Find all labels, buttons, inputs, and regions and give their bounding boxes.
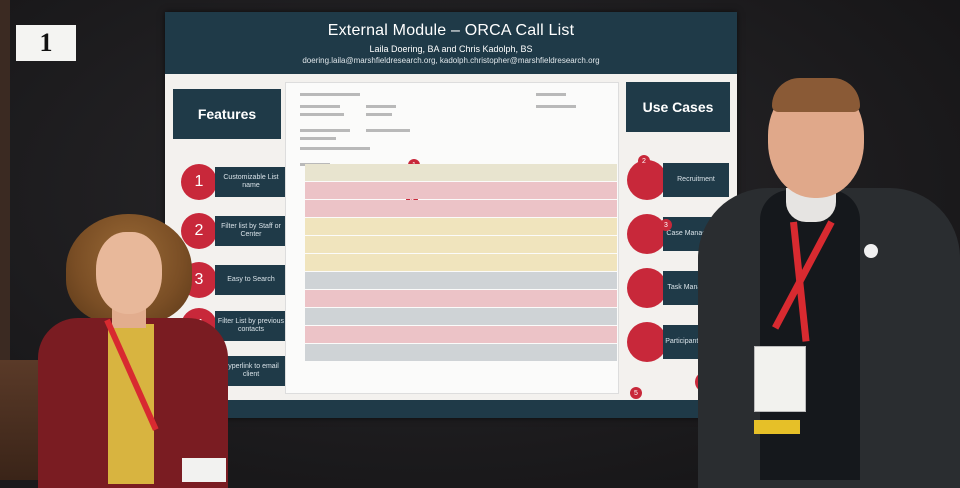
text-line: [536, 105, 576, 108]
table-row: [305, 182, 617, 199]
text-line: [366, 129, 410, 132]
poster-title: External Module – ORCA Call List: [327, 22, 575, 39]
man-shirt: [760, 190, 860, 480]
research-poster: External Module – ORCA Call List Laila D…: [165, 12, 737, 418]
table-row: [305, 218, 617, 235]
text-line: [300, 93, 360, 96]
woman-face: [96, 232, 162, 314]
text-line: [300, 129, 350, 132]
text-line: [366, 105, 396, 108]
table-row: [305, 290, 617, 307]
jacket-logo-icon: [864, 244, 878, 258]
table-row: [305, 272, 617, 289]
callout-marker: 3: [660, 219, 672, 231]
feature-label: Filter list by Staff or Center: [215, 216, 287, 246]
carpet-floor: [0, 360, 40, 480]
poster-emails: doering.laila@marshfieldresearch.org, ka…: [302, 56, 600, 65]
poster-authors: Laila Doering, BA and Chris Kadolph, BS: [369, 44, 533, 54]
man-name-badge: [754, 346, 806, 412]
poster-header: External Module – ORCA Call List Laila D…: [165, 12, 737, 74]
table-row: [305, 326, 617, 343]
text-line: [366, 113, 392, 116]
feature-number: 1: [181, 164, 217, 200]
poster-footer: [213, 400, 737, 418]
text-line: [536, 93, 566, 96]
use-case-label: Recruitment: [663, 163, 729, 197]
feature-label: Easy to Search: [215, 265, 287, 295]
table-row: [305, 236, 617, 253]
text-line: [300, 105, 340, 108]
call-list-table: [305, 162, 617, 374]
use-case-marker: [627, 322, 667, 362]
badge-ribbon: [754, 420, 800, 434]
woman-name-badge: [182, 458, 226, 482]
man-hair: [772, 78, 860, 112]
feature-label: Customizable List name: [215, 167, 287, 197]
board-frame: [0, 0, 10, 480]
feature-number: 2: [181, 213, 217, 249]
use-case-marker: [627, 268, 667, 308]
use-cases-heading: Use Cases: [626, 82, 730, 132]
use-case-marker: [627, 160, 667, 200]
poster-number-card: 1: [16, 25, 76, 61]
feature-label: Filter List by previous contacts: [215, 311, 287, 341]
table-header-row: [305, 164, 617, 181]
text-line: [300, 147, 370, 150]
text-line: [300, 137, 336, 140]
features-heading: Features: [173, 89, 281, 139]
callout-marker: 2: [638, 155, 650, 167]
table-row: [305, 344, 617, 361]
text-line: [300, 113, 344, 116]
callout-marker: 5: [630, 387, 642, 399]
table-row: [305, 308, 617, 325]
table-row: [305, 254, 617, 271]
table-row: [305, 200, 617, 217]
